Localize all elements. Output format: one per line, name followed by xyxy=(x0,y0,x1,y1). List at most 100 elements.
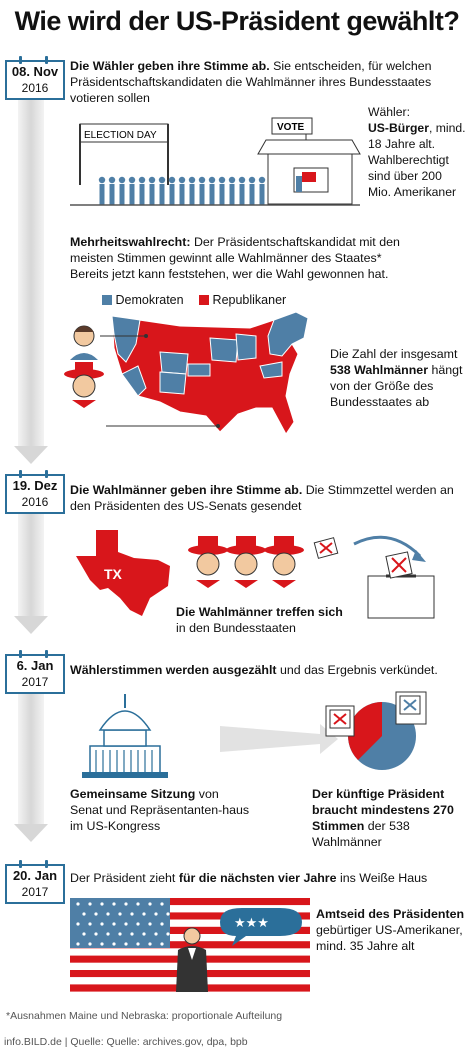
electors-post: hängt von der Größe des Bundesstaates ab xyxy=(330,363,463,409)
step-date: 08. Nov xyxy=(11,64,59,79)
step-rest: Die Stimmzettel werden an den Präsidente… xyxy=(70,483,454,513)
joint-session-text: von Senat und Repräsentanten-haus im US-… xyxy=(70,787,250,833)
elector-cowboy xyxy=(188,536,228,588)
electors-bold: 538 Wahlmänner xyxy=(330,363,429,377)
step-rest: und das Ergebnis verkündet. xyxy=(276,663,438,677)
legend-swatch-republicans xyxy=(199,295,210,305)
voter-figure xyxy=(109,184,115,205)
voter-figure xyxy=(158,176,166,184)
voter-figure xyxy=(179,184,185,205)
step-bold: Wählerstimmen werden ausgezählt xyxy=(70,663,277,677)
step-rest: ins Weiße Haus xyxy=(336,871,428,885)
voter-bold: US-Bürger xyxy=(368,121,429,135)
legend-republicans: Republikaner xyxy=(212,293,287,307)
electors-meet-bold: Die Wahlmänner treffen sich xyxy=(176,605,343,619)
oath-text: gebürtiger US-Amerikaner, mind. 35 Jahre… xyxy=(316,923,463,953)
voter-figure xyxy=(168,176,176,184)
voter-figure xyxy=(248,176,256,184)
legend: Demokraten Republikaner xyxy=(102,293,286,307)
voter-figure xyxy=(169,184,175,205)
electors-info: Die Zahl der insgesamt 538 Wahlmänner hä… xyxy=(330,346,468,410)
timeline-arrow xyxy=(14,692,48,842)
step-text: Wählerstimmen werden ausgezählt und das … xyxy=(70,662,466,678)
voter-figure xyxy=(128,176,136,184)
step-text: Der Präsident zieht für die nächsten vie… xyxy=(70,870,466,886)
voter-figure xyxy=(139,184,145,205)
us-election-map xyxy=(64,311,309,435)
footnote: *Ausnahmen Maine und Nebraska: proportio… xyxy=(6,1010,283,1022)
voter-figure xyxy=(219,184,225,205)
source-credit: info.BILD.de | Quelle: Quelle: archives.… xyxy=(4,1036,248,1048)
step-bold: Die Wähler geben ihre Stimme ab. xyxy=(70,59,270,73)
voter-info: Wähler: US-Bürger, mind. 18 Jahre alt. W… xyxy=(368,104,468,200)
vote-sign: VOTE xyxy=(277,122,305,133)
calendar-icon: 20. Jan 2017 xyxy=(5,860,65,904)
voter-figure xyxy=(188,176,196,184)
step-year: 2017 xyxy=(21,885,49,899)
majority-rest: Der Präsidentschaftskandidat mit den mei… xyxy=(70,235,400,281)
step-text: Die Wahlmänner geben ihre Stimme ab. Die… xyxy=(70,482,466,514)
step-bold: Die Wahlmänner geben ihre Stimme ab. xyxy=(70,483,303,497)
voter-figure xyxy=(118,176,126,184)
voter-rest: , mind. 18 Jahre alt. Wahlberechtigt sin… xyxy=(368,121,466,199)
step-pre: Der Präsident zieht xyxy=(70,871,179,885)
voter-figure xyxy=(108,176,116,184)
tx-label: TX xyxy=(104,566,123,582)
step-text: Die Wähler geben ihre Stimme ab. Sie ent… xyxy=(70,58,460,106)
oath-bold: Amtseid des Präsidenten xyxy=(316,907,465,921)
voter-figure xyxy=(159,184,165,205)
electors-illustration: TX xyxy=(76,530,435,619)
joint-session-bold: Gemeinsame Sitzung xyxy=(70,787,196,801)
voter-figure xyxy=(178,176,186,184)
voter-figure xyxy=(228,176,236,184)
calendar-icon: 6. Jan 2017 xyxy=(5,650,65,694)
voter-figure xyxy=(149,184,155,205)
electors-meet-text: in den Bundesstaaten xyxy=(176,621,296,635)
calendar-icon: 08. Nov 2016 xyxy=(5,56,65,100)
voter-figure xyxy=(209,184,215,205)
timeline-arrow xyxy=(14,514,48,634)
oath: Amtseid des Präsidenten gebürtiger US-Am… xyxy=(316,906,470,954)
elector-cowboy xyxy=(226,536,266,588)
election-day-sign: ELECTION DAY xyxy=(84,130,157,141)
legend-swatch-democrats xyxy=(102,295,112,305)
step-date: 6. Jan xyxy=(16,658,54,673)
legend-democrats: Demokraten xyxy=(115,293,184,307)
voter-figure xyxy=(218,176,226,184)
majority-text: Mehrheitswahlrecht: Der Präsidentschafts… xyxy=(70,234,400,282)
capitol-count-illustration xyxy=(82,691,427,778)
us-flag-president-illustration: ★★★ xyxy=(70,898,310,992)
joint-session: Gemeinsame Sitzung von Senat und Repräse… xyxy=(70,786,250,834)
voter-figure xyxy=(189,184,195,205)
step-year: 2016 xyxy=(21,495,49,509)
voter-figure xyxy=(99,184,105,205)
voter-figure xyxy=(129,184,135,205)
elector-cowboy xyxy=(264,536,304,588)
step-date: 19. Dez xyxy=(12,478,58,493)
voter-figure xyxy=(259,184,265,205)
step-date: 20. Jan xyxy=(12,868,58,883)
voter-figure xyxy=(148,176,156,184)
speech-stars: ★★★ xyxy=(234,916,269,931)
future-president-text: der 538 Wahlmänner xyxy=(312,819,410,849)
voter-label: Wähler: xyxy=(368,105,410,119)
voter-figure xyxy=(238,176,246,184)
voter-figure xyxy=(258,176,266,184)
voter-figure xyxy=(138,176,146,184)
election-day-illustration: ELECTION DAY VOTE xyxy=(70,117,361,206)
step-rest: Sie entscheiden, für welchen Präsidentsc… xyxy=(70,59,432,105)
majority-bold: Mehrheitswahlrecht: xyxy=(70,235,191,249)
voter-figure xyxy=(239,184,245,205)
future-president-bold: Der künftige Präsident braucht mindesten… xyxy=(312,787,454,833)
future-president: Der künftige Präsident braucht mindesten… xyxy=(312,786,468,850)
page-title: Wie wird der US-Präsident gewählt? xyxy=(14,6,460,36)
voter-figure xyxy=(249,184,255,205)
step-year: 2017 xyxy=(21,675,49,689)
electors-pre: Die Zahl der insgesamt xyxy=(330,347,458,361)
voter-figure xyxy=(119,184,125,205)
voter-figure xyxy=(98,176,106,184)
step-bold: für die nächsten vier Jahre xyxy=(178,871,337,885)
step-year: 2016 xyxy=(21,81,49,95)
voter-figure xyxy=(198,176,206,184)
timeline-arrow xyxy=(14,100,48,464)
